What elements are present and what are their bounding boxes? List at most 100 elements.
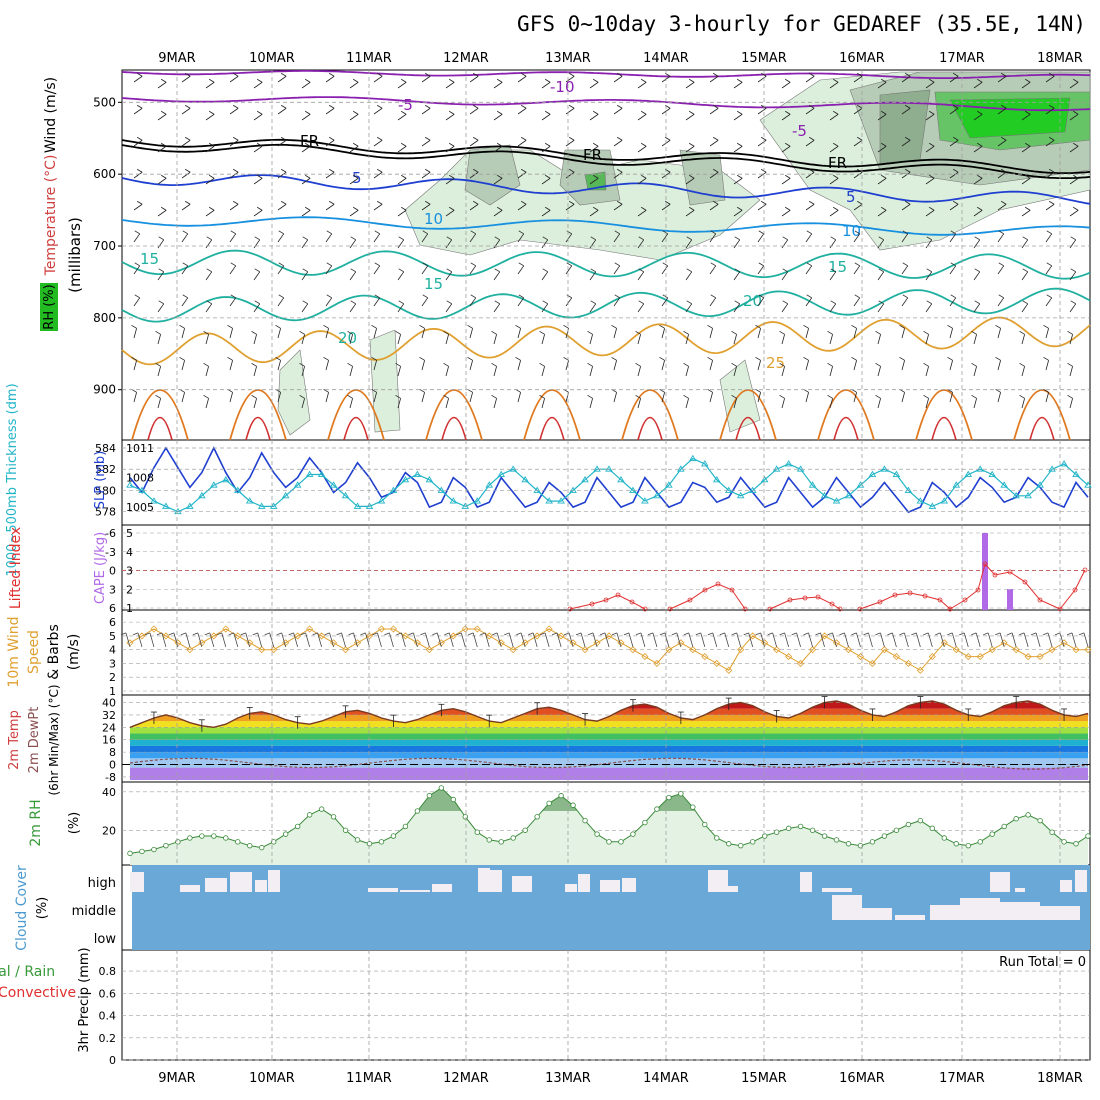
wind-barb	[325, 171, 335, 179]
wind10-barb-flag	[444, 632, 450, 636]
wind-barb-flag	[976, 78, 983, 83]
wind10-point	[880, 646, 888, 654]
wind-barb-flag	[160, 174, 167, 179]
wind-barb-flag	[707, 356, 713, 361]
wind-barb-flag	[280, 168, 287, 173]
wind-barb-flag	[208, 174, 215, 179]
thickness-point	[1012, 491, 1020, 499]
wind10-barb-flag	[815, 632, 821, 636]
wind-barb	[421, 203, 431, 211]
wind-barb	[373, 107, 383, 115]
wind-barb	[541, 271, 549, 281]
wind10-point	[318, 632, 326, 640]
wind-barb	[469, 139, 479, 147]
wind10-point	[868, 659, 877, 668]
wind-barb	[973, 334, 977, 345]
thickness-point	[377, 497, 386, 504]
wind-barb	[469, 265, 477, 275]
wind10-barb-flag	[528, 632, 534, 636]
thickness-point	[677, 465, 685, 472]
rh2m-point	[797, 823, 804, 830]
ylabel-rh-units: (%)	[67, 812, 82, 835]
ylabel-slp: SLP (mb)	[93, 451, 108, 510]
wind10-barb	[892, 632, 897, 648]
contour-label: -10	[550, 78, 575, 96]
wind10-point	[210, 632, 218, 640]
wind-barb-flag	[1024, 110, 1031, 115]
wind10-point	[222, 625, 230, 633]
thickness-point	[521, 475, 529, 483]
wind-barb-flag	[206, 268, 212, 273]
wind-barb-flag	[544, 110, 551, 115]
date-label-top: 14MAR	[643, 51, 689, 66]
wind10-barb-flag	[827, 632, 833, 636]
wind-barb-flag	[808, 136, 815, 141]
wind-barb	[829, 271, 837, 281]
y-tick-label: 5	[109, 630, 116, 643]
wind-barb	[301, 303, 309, 313]
ylabel-barbs: & Barbs	[46, 624, 62, 680]
li-point	[1022, 579, 1028, 585]
wind-barb-flag	[1022, 300, 1028, 305]
wind-barb-flag	[275, 324, 281, 329]
wind-barb-flag	[683, 362, 689, 367]
wind10-barb-flag	[516, 632, 522, 636]
wind-barb-flag	[592, 78, 599, 83]
wind10-barb	[1035, 632, 1041, 648]
wind-barb-flag	[710, 262, 716, 267]
wind-barb	[565, 75, 575, 83]
wind-barb-flag	[182, 262, 188, 267]
wind10-barb-flag	[887, 632, 893, 636]
wind-barb-flag	[926, 236, 932, 241]
wind-barb-flag	[328, 104, 335, 109]
wind10-barb-flag	[863, 632, 869, 636]
wind-barb	[349, 239, 357, 249]
wind-barb	[1021, 334, 1025, 345]
li-point	[742, 606, 748, 612]
wind-barb	[949, 233, 957, 243]
wind10-barb	[365, 632, 370, 648]
wind10-point	[365, 632, 374, 640]
wind10-point	[749, 632, 757, 640]
wind-barb	[517, 392, 521, 403]
wind-barb	[613, 171, 623, 179]
contour-label: FR	[828, 154, 847, 172]
wind-barb-flag	[592, 206, 599, 211]
cloud-high-gap	[205, 878, 227, 892]
wind-barb	[805, 392, 809, 403]
rh2m-point	[881, 833, 888, 839]
wind10-barb-flag	[623, 632, 630, 636]
wind10-barb-flag	[360, 632, 366, 636]
wind10-barb	[245, 632, 251, 648]
cloud-high-gap	[800, 872, 812, 892]
wind-barb-flag	[688, 206, 695, 211]
date-label-top: 17MAR	[939, 51, 985, 66]
wind-barb	[709, 75, 719, 83]
wind10-barb	[784, 632, 790, 648]
wind10-barb	[556, 632, 562, 648]
wind-barb	[949, 171, 959, 179]
y-tick-label: 2	[109, 671, 116, 684]
wind-barb	[133, 75, 143, 83]
wind-barb-flag	[467, 324, 473, 329]
wind-barb	[877, 177, 887, 185]
wind-barb-flag	[448, 142, 455, 147]
wind10-point	[773, 646, 781, 654]
wind-barb	[637, 271, 645, 281]
y-tick-label: 0.4	[99, 1010, 117, 1023]
wind-barb	[877, 81, 887, 89]
wind-barb	[805, 139, 815, 147]
wind-barb-flag	[1022, 268, 1028, 273]
wind-barb-flag	[830, 300, 836, 305]
wind-barb-flag	[832, 110, 839, 115]
temp-band	[130, 745, 1088, 753]
wind-barb	[1021, 209, 1031, 217]
rh-area	[277, 349, 311, 436]
thickness-point	[772, 465, 781, 472]
wind-barb-flag	[371, 324, 377, 329]
wind-barb	[997, 203, 1007, 211]
wind-barb-flag	[875, 394, 881, 399]
wind-barb	[421, 392, 425, 403]
wind10-barb-flag	[312, 632, 318, 636]
wind-barb-flag	[710, 230, 716, 235]
